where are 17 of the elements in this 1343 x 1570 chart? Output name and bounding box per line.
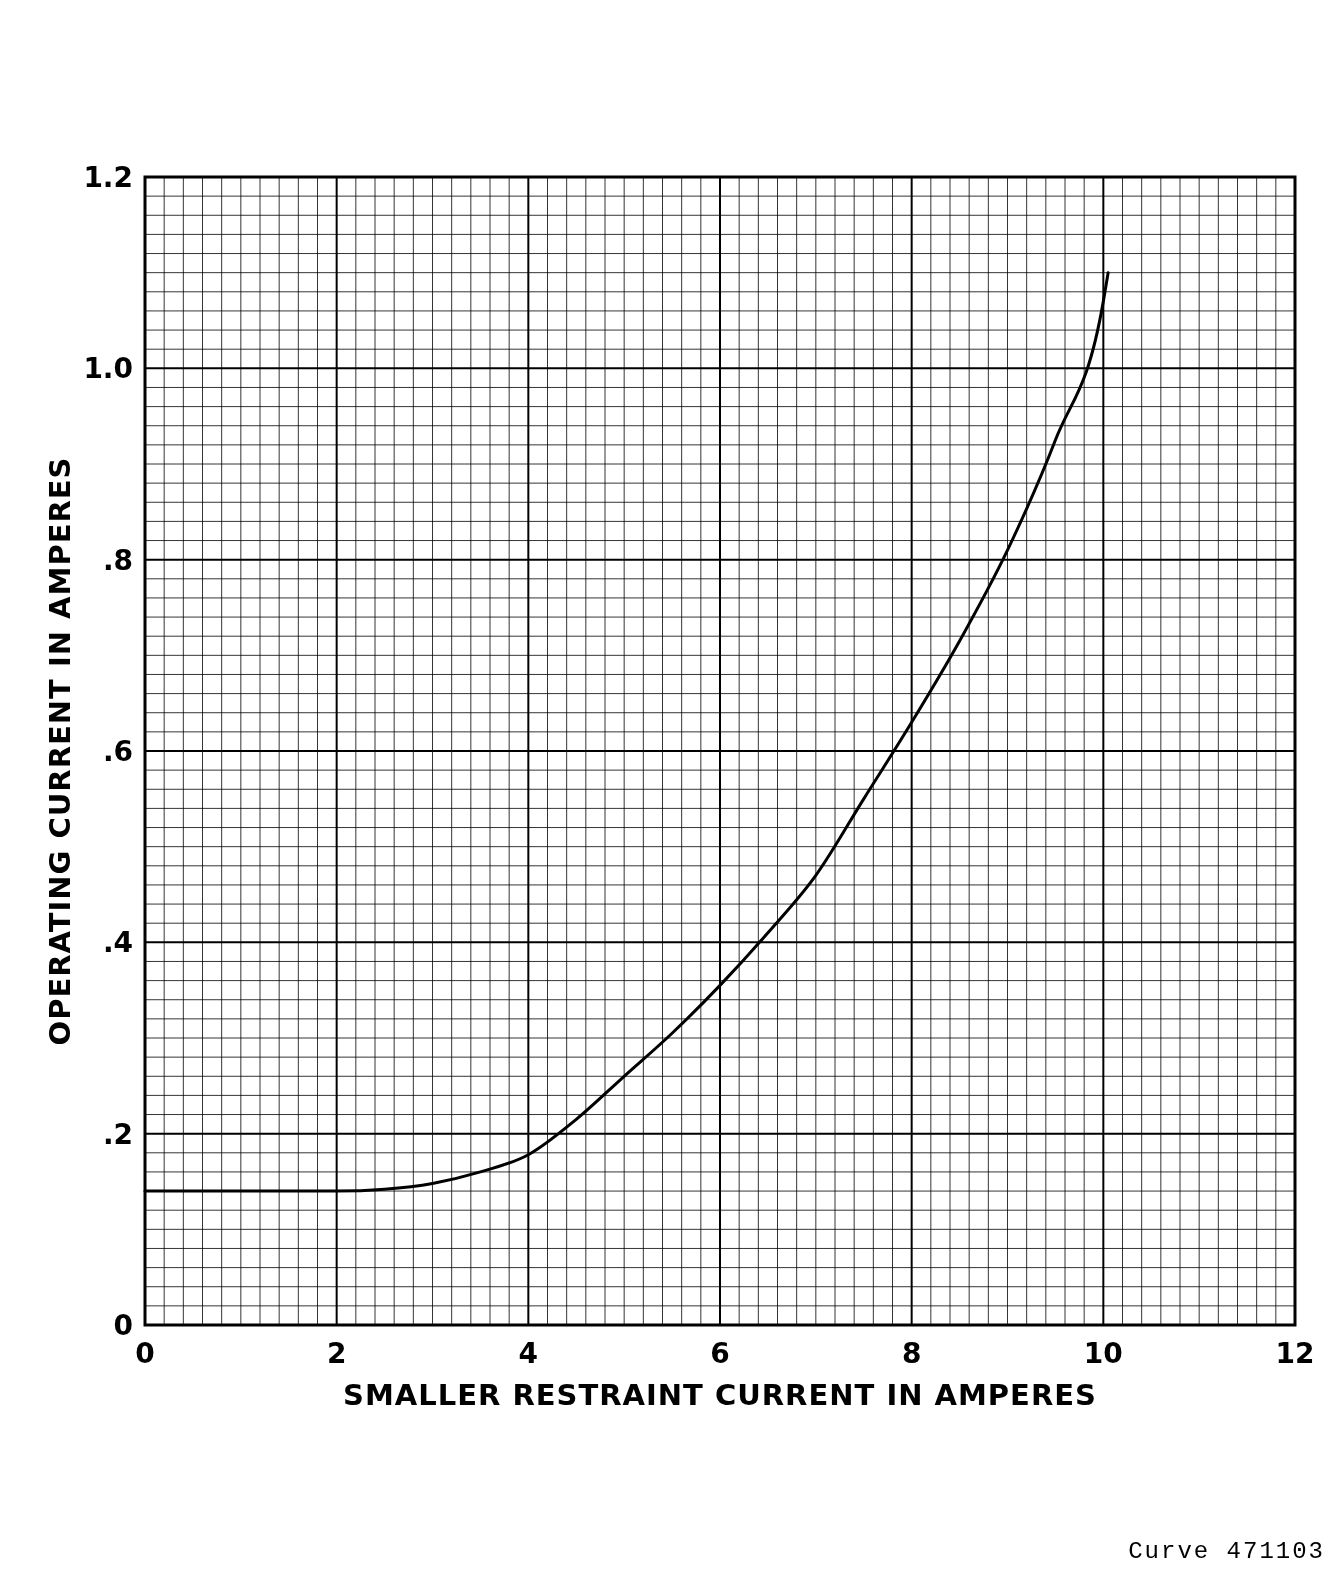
text: Curve 471103: [1128, 1538, 1325, 1565]
x-tick-label: 4: [518, 1337, 539, 1370]
y-tick-label: 0: [113, 1309, 133, 1342]
x-tick-label: 12: [1275, 1337, 1315, 1370]
y-tick-label: .8: [102, 543, 133, 577]
x-tick-label: 6: [710, 1337, 730, 1370]
x-tick-label: 0: [135, 1337, 155, 1370]
y-tick-label: 1.2: [83, 161, 133, 194]
y-tick-label: 1.0: [83, 352, 133, 386]
y-tick-label: .2: [102, 1117, 133, 1151]
y-axis-title: OPERATING CURRENT IN AMPERES: [43, 456, 77, 1046]
x-axis-title: SMALLER RESTRAINT CURRENT IN AMPERES: [343, 1378, 1097, 1412]
x-tick-label: 2: [326, 1337, 347, 1370]
x-tick-label: 10: [1083, 1337, 1123, 1370]
y-tick-label: .6: [102, 735, 133, 768]
x-tick-label: 8: [901, 1337, 922, 1370]
y-tick-label: .4: [102, 926, 133, 960]
